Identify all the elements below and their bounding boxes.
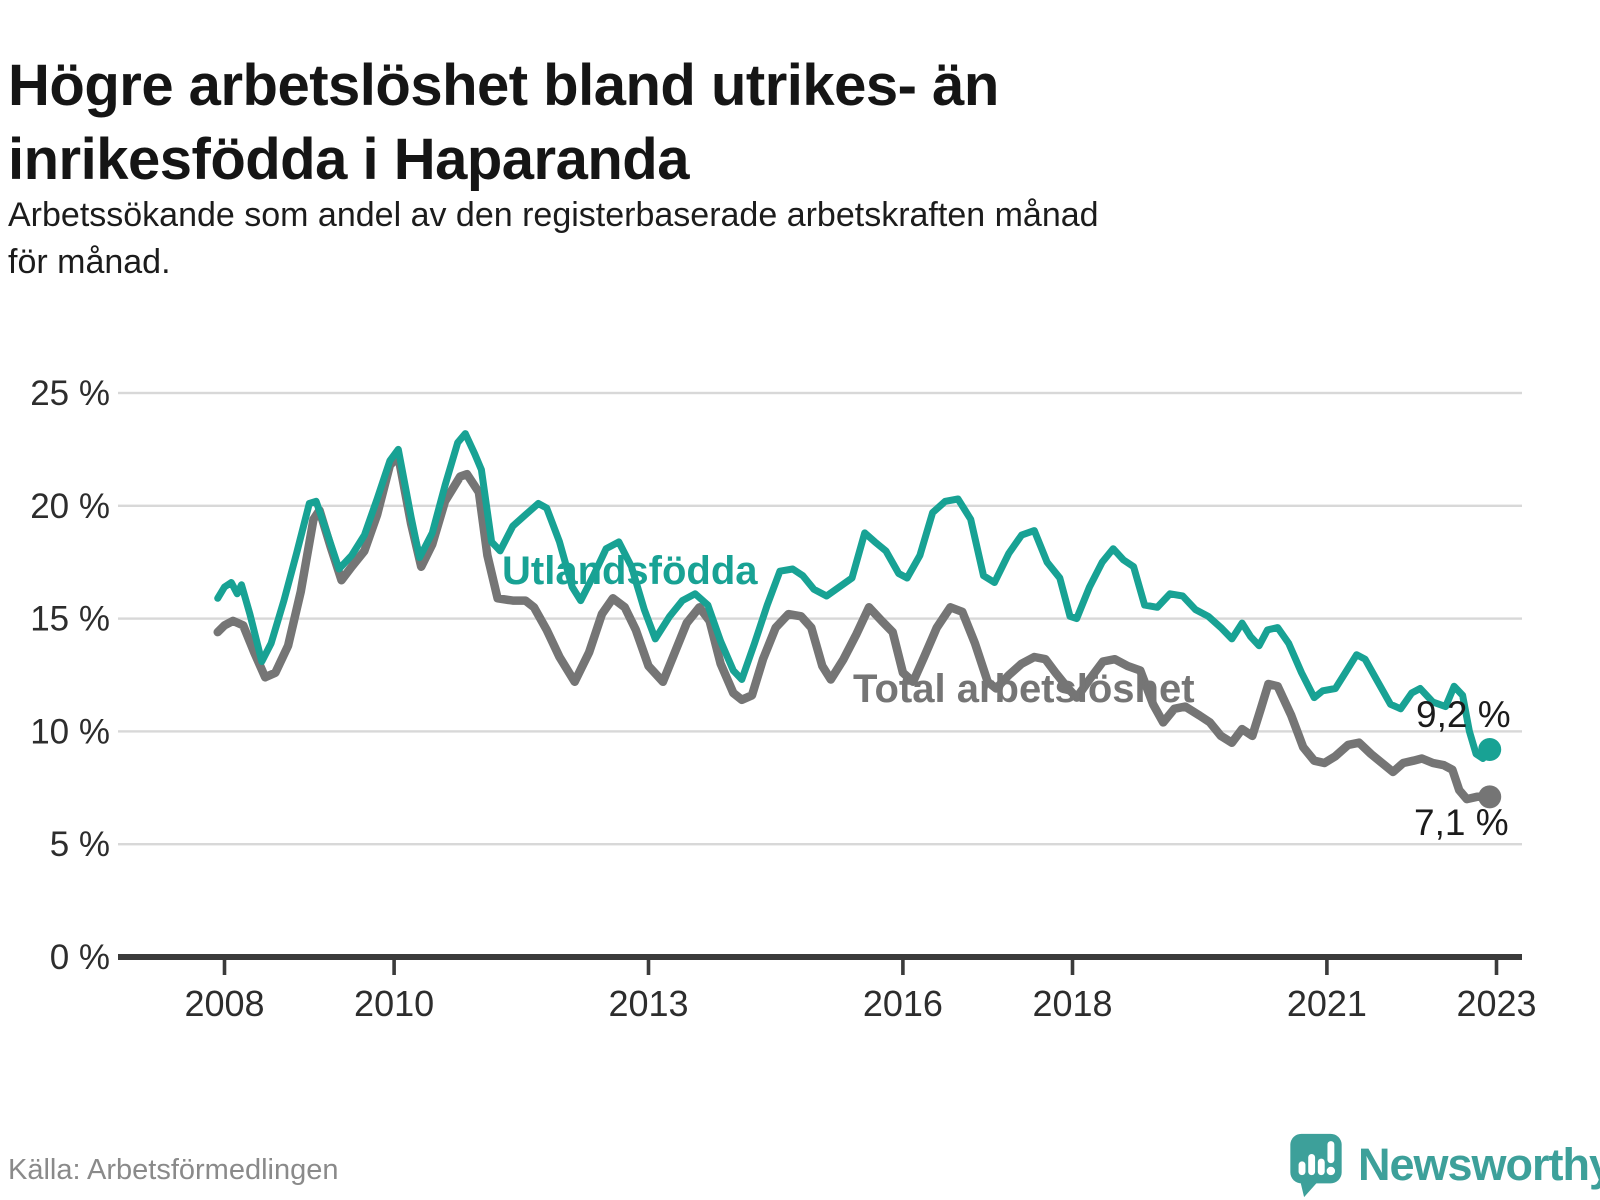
x-tick [222,959,227,975]
x-axis-line [118,954,1522,960]
chart-subtitle-line-1: Arbetssökande som andel av den registerb… [8,196,1099,234]
x-tick-label: 2008 [184,983,264,1024]
end-dot-utlandsf-dda [1478,737,1502,761]
chart-subtitle: Arbetssökande som andel av den registerb… [8,192,1568,286]
x-tick-label: 2013 [608,983,688,1024]
gridline [118,730,1522,733]
x-tick [1494,959,1499,975]
x-tick-label: 2021 [1287,983,1367,1024]
x-tick [1325,959,1329,975]
x-tick-label: 2023 [1456,983,1536,1024]
y-tick-label: 5 % [50,825,110,864]
series-label-total-arbetsloshet: Total arbetslöshet [853,667,1195,711]
x-tick [901,959,905,975]
y-tick-label: 0 % [50,938,110,977]
series-line-utlandsf-dda [214,430,1494,762]
y-tick-label: 25 % [30,374,110,413]
chart-subtitle-line-2: för månad. [8,243,171,281]
x-tick-label: 2018 [1032,983,1112,1024]
newsworthy-logo-icon [1290,1133,1342,1198]
gridline [118,617,1522,620]
end-dot-total-arbetsl-shet [1478,785,1502,809]
y-tick-label: 20 % [30,487,110,526]
chart-title-line-2: inrikesfödda i Haparanda [8,126,689,192]
chart-title: Högre arbetslöshet bland utrikes- än inri… [8,49,1428,197]
chart-title-line-1: Högre arbetslöshet bland utrikes- än [8,52,999,118]
gridline [118,391,1522,395]
x-tick-label: 2010 [354,983,434,1024]
newsworthy-logo: Newsworthy [1288,1132,1600,1198]
y-tick-label: 10 % [30,712,110,751]
newsworthy-logo-text: Newsworthy [1358,1139,1600,1190]
x-tick [1070,959,1075,975]
series-label-utlandsfodda: Utlandsfödda [502,549,758,593]
x-tick [392,959,396,975]
y-tick-label: 15 % [30,600,110,639]
x-tick [646,959,651,975]
end-value-label-total: 7,1 % [1414,802,1509,843]
x-tick-label: 2016 [863,983,943,1024]
source-note: Källa: Arbetsförmedlingen [8,1154,339,1186]
end-value-label-utlandsfodda: 9,2 % [1416,694,1511,735]
gridline [118,843,1522,846]
gridline [118,504,1522,507]
